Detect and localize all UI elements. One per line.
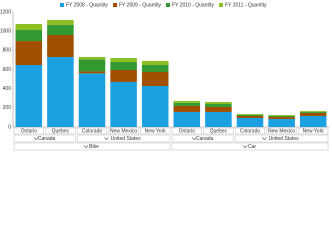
bar-segment (173, 100, 201, 103)
y-tick-label: 0 (8, 124, 11, 130)
bar-segment (110, 69, 137, 82)
legend-swatch[interactable] (60, 3, 64, 7)
bar-segment (141, 60, 169, 65)
bar-segment (141, 85, 169, 127)
x-tick-label[interactable]: New York (303, 129, 325, 135)
category-cell (203, 127, 234, 135)
category-cell (266, 127, 297, 135)
legend-label[interactable]: FY 2010 - Quantity (172, 3, 214, 9)
category-cell (76, 127, 108, 135)
bar-segment (268, 115, 295, 116)
bar-segment (268, 116, 295, 119)
filter-icon[interactable] (83, 145, 89, 149)
bar-segment (78, 71, 106, 74)
bar-segment (299, 113, 327, 116)
bar-segment (15, 30, 43, 42)
bar-segment (205, 106, 232, 112)
bar-segment (141, 71, 169, 86)
filter-icon[interactable] (191, 137, 197, 141)
legend-swatch[interactable] (113, 3, 117, 7)
bar-segment (173, 102, 201, 106)
legend-swatch[interactable] (166, 3, 170, 7)
category-cell (45, 127, 76, 135)
country-label[interactable]: Canada (196, 136, 214, 142)
bar-segment (299, 115, 327, 127)
chart: FY 2008 - Quantity FY 2009 - Quantity FY 2… (0, 3, 329, 151)
bar-segment (47, 25, 74, 35)
product-label-cell (171, 142, 329, 151)
bar-segment (205, 111, 232, 127)
bar-segment (15, 41, 43, 65)
bar-segment (236, 115, 264, 116)
country-label[interactable]: Canada (38, 136, 56, 142)
filter-icon[interactable] (243, 145, 248, 149)
bar-segment (47, 35, 74, 58)
bar-segment (205, 101, 232, 104)
bar-segment (47, 57, 74, 127)
bar-segment (15, 64, 43, 127)
y-tick-label: 400 (3, 86, 12, 92)
x-tick-label[interactable]: Colorado (82, 129, 103, 135)
filter-icon[interactable] (262, 137, 267, 141)
y-tick-label: 200 (3, 105, 12, 111)
country-label[interactable]: United States (269, 136, 300, 142)
x-tick-label[interactable]: New Mexico (110, 129, 137, 135)
product-label[interactable]: Bike (89, 144, 99, 150)
bar-segment (110, 62, 137, 70)
country-label[interactable]: United States (111, 136, 142, 142)
category-cell (234, 127, 266, 135)
category-cell (171, 127, 202, 135)
bar-segment (205, 104, 232, 107)
bar-segment (299, 111, 327, 113)
bar-segment (236, 114, 264, 116)
country-label-cell (13, 134, 76, 143)
category-cell (140, 127, 171, 135)
bar-segment (236, 117, 264, 127)
filter-icon[interactable] (33, 137, 39, 141)
legend-label[interactable]: FY 2008 - Quantity (66, 3, 108, 9)
bar-segment (47, 19, 74, 26)
bar-segment (236, 115, 264, 118)
bar-segment (78, 56, 106, 60)
product-label-cell (13, 142, 171, 151)
x-tick-label[interactable]: New York (145, 129, 167, 135)
country-label-cell (171, 134, 234, 143)
legend-label[interactable]: FY 2009 - Quantity (119, 3, 161, 9)
bar-segment (173, 111, 201, 127)
bar-segment (299, 112, 327, 114)
x-tick-label[interactable]: Ontario (179, 129, 196, 135)
bar-segment (15, 23, 43, 31)
bar-segment (78, 73, 106, 127)
y-tick-label: 1000 (0, 28, 11, 34)
legend-label[interactable]: FY 2011 - Quantity (225, 3, 267, 9)
bar-segment (78, 59, 106, 72)
country-label-cell (76, 134, 171, 143)
x-tick-label[interactable]: Ontario (21, 129, 38, 135)
y-tick-label: 1200 (0, 9, 11, 15)
bar-segment (173, 105, 201, 112)
x-tick-label[interactable]: Quebec (210, 129, 228, 135)
x-tick-label[interactable]: New Mexico (268, 129, 295, 135)
category-cell (298, 127, 329, 135)
bar-segment (141, 64, 169, 72)
category-cell (13, 127, 44, 135)
bar-segment (110, 81, 137, 127)
category-cell (108, 127, 139, 135)
product-label[interactable]: Car (248, 144, 256, 150)
filter-icon[interactable] (104, 137, 109, 141)
x-tick-label[interactable]: Colorado (240, 129, 261, 135)
country-label-cell (234, 134, 329, 143)
bar-segment (268, 118, 295, 127)
legend-swatch[interactable] (219, 3, 223, 7)
bar-segment (268, 115, 295, 117)
bar-segment (110, 58, 137, 63)
y-tick-label: 800 (3, 48, 12, 54)
y-tick-label: 600 (3, 67, 12, 73)
x-tick-label[interactable]: Quebec (52, 129, 70, 135)
